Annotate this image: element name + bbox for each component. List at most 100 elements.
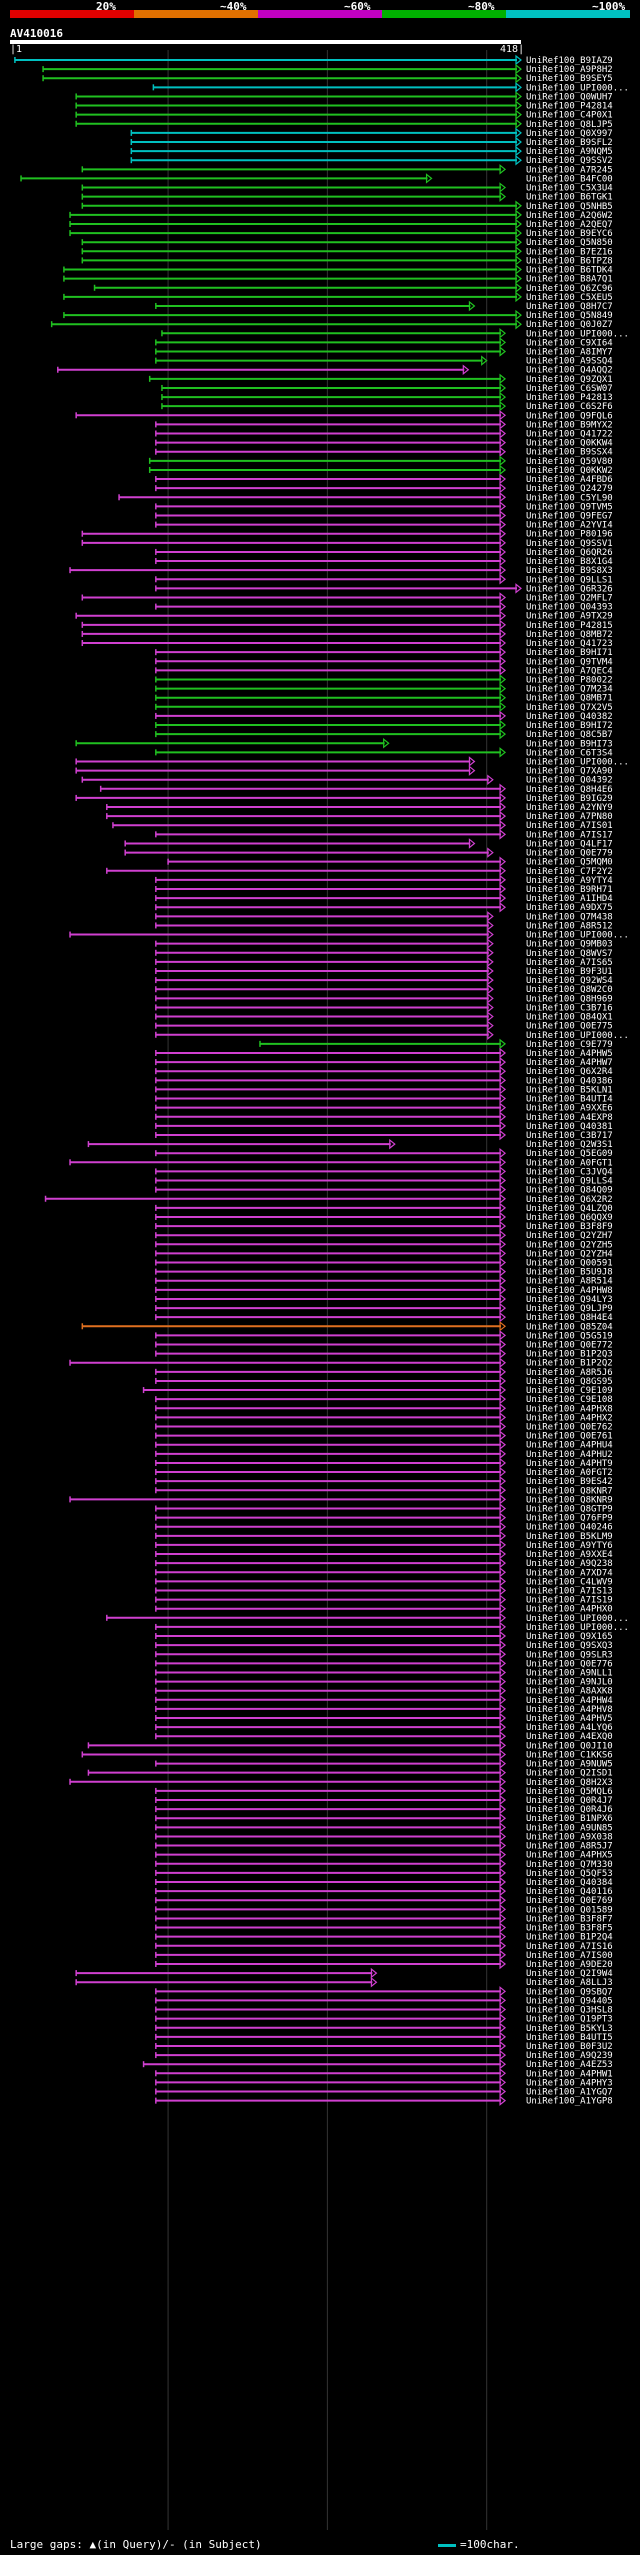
hit-label[interactable]: UniRef100_Q0WUH7 <box>526 92 613 102</box>
hit-label[interactable]: UniRef100_P42813 <box>526 393 613 403</box>
alignment-row[interactable]: UniRef100_B9RH71 <box>155 883 613 895</box>
hit-label[interactable]: UniRef100_Q5MQL6 <box>526 1787 613 1797</box>
hit-label[interactable]: UniRef100_B7EZ16 <box>526 247 613 257</box>
alignment-row[interactable]: UniRef100_A4PHY3 <box>155 2077 613 2088</box>
hit-label[interactable]: UniRef100_B3F8F9 <box>526 1222 613 1232</box>
alignment-row[interactable]: UniRef100_B4UTI4 <box>155 1093 613 1105</box>
hit-label[interactable]: UniRef100_A4EZ53 <box>526 2060 613 2070</box>
alignment-row[interactable]: UniRef100_Q40382 <box>155 710 613 722</box>
alignment-row[interactable]: UniRef100_Q6R326 <box>155 583 613 594</box>
alignment-row[interactable]: UniRef100_B5U9J8 <box>155 1266 613 1278</box>
alignment-row[interactable]: UniRef100_Q2YZH5 <box>155 1239 613 1250</box>
alignment-row[interactable]: UniRef100_P80196 <box>81 528 613 540</box>
hit-label[interactable]: UniRef100_B4FC00 <box>526 174 613 184</box>
hit-label[interactable]: UniRef100_A9YTY6 <box>526 1541 613 1551</box>
hit-label[interactable]: UniRef100_Q5N850 <box>526 238 613 248</box>
hit-label[interactable]: UniRef100_Q7XA90 <box>526 767 613 777</box>
hit-label[interactable]: UniRef100_Q84QX1 <box>526 1013 613 1023</box>
alignment-row[interactable]: UniRef100_B9IAZ9 <box>14 54 613 66</box>
alignment-row[interactable]: UniRef100_A9NUW5 <box>155 1758 613 1770</box>
alignment-row[interactable]: UniRef100_UPI000... <box>69 929 629 941</box>
alignment-row[interactable]: UniRef100_B1NPX6 <box>155 1812 613 1824</box>
hit-label[interactable]: UniRef100_C6S2F6 <box>526 402 613 412</box>
hit-label[interactable]: UniRef100_Q2YZH5 <box>526 1240 613 1250</box>
alignment-row[interactable]: UniRef100_A7IS65 <box>155 956 613 968</box>
alignment-row[interactable]: UniRef100_A7PN80 <box>106 810 613 822</box>
hit-label[interactable]: UniRef100_A4PHU2 <box>526 1450 613 1460</box>
alignment-row[interactable]: UniRef100_A9DE20 <box>155 1958 613 1970</box>
alignment-row[interactable]: UniRef100_Q9FQL6 <box>75 410 613 421</box>
hit-label[interactable]: UniRef100_B9IG29 <box>526 794 613 804</box>
alignment-row[interactable]: UniRef100_Q9SXQ3 <box>155 1639 613 1651</box>
alignment-row[interactable]: UniRef100_Q7M234 <box>155 683 613 695</box>
hit-label[interactable]: UniRef100_A9SSQ4 <box>526 357 613 367</box>
alignment-row[interactable]: UniRef100_Q0E776 <box>155 1658 613 1669</box>
hit-label[interactable]: UniRef100_A4PHX0 <box>526 1605 613 1615</box>
alignment-row[interactable]: UniRef100_A4PHU2 <box>155 1448 613 1460</box>
alignment-row[interactable]: UniRef100_C3B716 <box>155 1002 613 1013</box>
alignment-row[interactable]: UniRef100_Q0E762 <box>155 1421 613 1433</box>
hit-label[interactable]: UniRef100_Q5NHB5 <box>526 202 613 212</box>
hit-label[interactable]: UniRef100_A9NLL1 <box>526 1668 613 1678</box>
alignment-row[interactable]: UniRef100_C3B717 <box>155 1129 613 1141</box>
hit-label[interactable]: UniRef100_B1P2Q3 <box>526 1350 613 1360</box>
hit-label[interactable]: UniRef100_UPI000... <box>526 1614 629 1624</box>
hit-label[interactable]: UniRef100_Q40381 <box>526 1122 613 1132</box>
alignment-row[interactable]: UniRef100_A2YNY9 <box>106 801 613 813</box>
hit-label[interactable]: UniRef100_Q94405 <box>526 1996 613 2006</box>
hit-label[interactable]: UniRef100_Q8W2C0 <box>526 985 613 995</box>
hit-label[interactable]: UniRef100_A9NJL0 <box>526 1678 613 1688</box>
alignment-row[interactable]: UniRef100_Q6QQX9 <box>155 1211 613 1223</box>
hit-label[interactable]: UniRef100_A4PHX5 <box>526 1851 613 1861</box>
alignment-row[interactable]: UniRef100_B9ES42 <box>155 1475 613 1487</box>
alignment-row[interactable]: UniRef100_Q6QR26 <box>155 546 613 558</box>
alignment-row[interactable]: UniRef100_A4PHX2 <box>155 1412 613 1423</box>
hit-label[interactable]: UniRef100_C3B717 <box>526 1131 613 1141</box>
alignment-row[interactable]: UniRef100_Q5NHB5 <box>81 200 613 212</box>
alignment-row[interactable]: UniRef100_B9MYX2 <box>155 419 613 430</box>
hit-label[interactable]: UniRef100_C9XI64 <box>526 338 613 348</box>
hit-label[interactable]: UniRef100_Q04392 <box>526 776 613 786</box>
hit-label[interactable]: UniRef100_A4PHW1 <box>526 2069 613 2079</box>
hit-label[interactable]: UniRef100_A8LLJ3 <box>526 1978 613 1988</box>
alignment-row[interactable]: UniRef100_Q8MB71 <box>155 692 613 704</box>
alignment-row[interactable]: UniRef100_B9SEY5 <box>42 72 613 84</box>
hit-label[interactable]: UniRef100_A9NUW5 <box>526 1760 613 1770</box>
hit-label[interactable]: UniRef100_A9XXE6 <box>526 1104 613 1114</box>
alignment-row[interactable]: UniRef100_P42815 <box>81 619 613 631</box>
alignment-row[interactable]: UniRef100_C9XI64 <box>155 337 613 348</box>
alignment-row[interactable]: UniRef100_Q0JI10 <box>87 1740 613 1751</box>
alignment-row[interactable]: UniRef100_A9UN85 <box>155 1822 613 1833</box>
hit-label[interactable]: UniRef100_B9MYX2 <box>526 420 613 430</box>
alignment-row[interactable]: UniRef100_B1P2Q4 <box>155 1931 613 1943</box>
alignment-row[interactable]: UniRef100_A4PHX5 <box>155 1849 613 1861</box>
alignment-row[interactable]: UniRef100_Q0J0Z7 <box>50 318 613 330</box>
hit-label[interactable]: UniRef100_Q9ZQX1 <box>526 375 613 385</box>
alignment-row[interactable]: UniRef100_Q5EG09 <box>155 1147 613 1159</box>
hit-label[interactable]: UniRef100_C6SW07 <box>526 384 613 394</box>
alignment-row[interactable]: UniRef100_A8R5J6 <box>155 1366 613 1378</box>
alignment-row[interactable]: UniRef100_Q9SSV1 <box>81 537 613 549</box>
alignment-row[interactable]: UniRef100_A9YTY4 <box>155 874 613 886</box>
hit-label[interactable]: UniRef100_A0FGT1 <box>526 1158 613 1168</box>
alignment-row[interactable]: UniRef100_A4EZ53 <box>142 2058 613 2070</box>
alignment-row[interactable]: UniRef100_A9P8H2 <box>42 63 613 75</box>
hit-label[interactable]: UniRef100_Q0JI10 <box>526 1741 613 1751</box>
hit-label[interactable]: UniRef100_Q3HSL8 <box>526 2006 613 2016</box>
alignment-row[interactable]: UniRef100_B4FC00 <box>20 173 613 184</box>
hit-label[interactable]: UniRef100_A7IS17 <box>526 830 613 840</box>
alignment-row[interactable]: UniRef100_Q8GTP9 <box>155 1503 613 1514</box>
alignment-row[interactable]: UniRef100_Q01589 <box>155 1904 613 1915</box>
hit-label[interactable]: UniRef100_Q7X2V5 <box>526 703 613 713</box>
alignment-row[interactable]: UniRef100_C6SW07 <box>161 382 613 394</box>
hit-label[interactable]: UniRef100_Q5QF53 <box>526 1869 613 1879</box>
alignment-row[interactable]: UniRef100_Q84QX1 <box>155 1011 613 1023</box>
hit-label[interactable]: UniRef100_B1P2Q2 <box>526 1359 613 1369</box>
alignment-row[interactable]: UniRef100_A8R512 <box>155 920 613 931</box>
hit-label[interactable]: UniRef100_A9NQM5 <box>526 147 613 157</box>
alignment-row[interactable]: UniRef100_A0FGT2 <box>155 1466 613 1478</box>
hit-label[interactable]: UniRef100_B0F3U2 <box>526 2042 613 2052</box>
hit-label[interactable]: UniRef100_Q6QQX9 <box>526 1213 613 1223</box>
hit-label[interactable]: UniRef100_Q00591 <box>526 1259 613 1269</box>
alignment-row[interactable]: UniRef100_B3F8F5 <box>155 1922 613 1934</box>
